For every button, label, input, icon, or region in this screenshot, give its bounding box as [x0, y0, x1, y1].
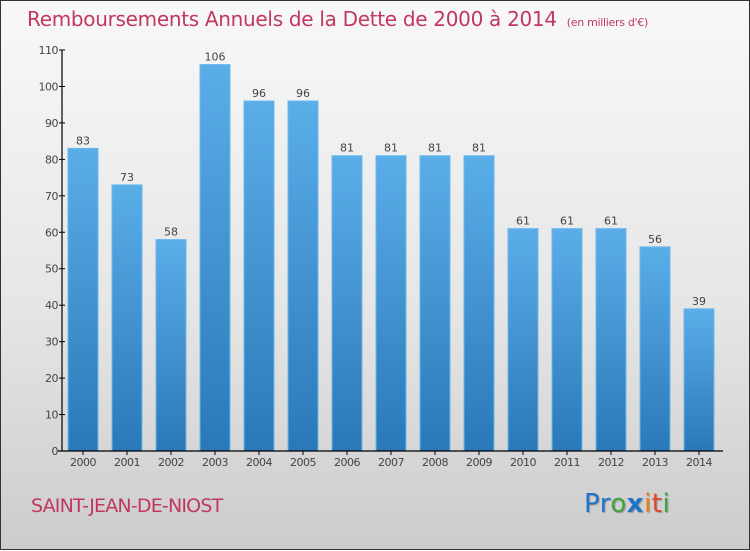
x-tick-label-2000: 2000 [70, 456, 96, 469]
y-tick-label-20: 20 [45, 372, 58, 385]
bar-2008 [419, 155, 451, 452]
bar-2013 [639, 246, 671, 452]
data-label-2003: 106 [205, 51, 226, 64]
y-tick-label-40: 40 [45, 299, 58, 312]
bar-2011 [551, 228, 583, 452]
data-label-2001: 73 [120, 171, 134, 184]
x-tick-label-2010: 2010 [510, 456, 536, 469]
data-label-2013: 56 [648, 233, 662, 246]
chart-title-text: Remboursements Annuels de la Dette de 20… [27, 7, 557, 31]
data-label-2011: 61 [560, 215, 574, 228]
x-tick-label-2012: 2012 [598, 456, 624, 469]
bar-2003 [199, 64, 231, 452]
data-label-2004: 96 [252, 87, 266, 100]
y-tick-label-110: 110 [39, 44, 59, 57]
bar-2000 [67, 147, 99, 452]
data-label-2014: 39 [692, 295, 706, 308]
logo-letter: t [651, 489, 663, 519]
chart-unit-note: (en milliers d'€) [566, 16, 648, 29]
bar-2005 [287, 100, 319, 452]
data-label-2000: 83 [76, 134, 90, 147]
chart-title: Remboursements Annuels de la Dette de 20… [27, 7, 648, 31]
logo-letter: r [599, 489, 611, 519]
x-tick-label-2001: 2001 [114, 456, 140, 469]
data-label-2005: 96 [296, 87, 310, 100]
axes-group: 2000 2001 2002 2003 2004 2005 2006 2007 2008 2009… [39, 44, 723, 469]
y-tick-label-90: 90 [45, 117, 58, 130]
x-tick-label-2007: 2007 [378, 456, 404, 469]
bar-2014 [683, 308, 715, 452]
data-label-2006: 81 [340, 142, 354, 155]
y-tick-label-0: 0 [52, 445, 59, 458]
data-label-2002: 58 [164, 226, 178, 239]
data-label-2007: 81 [384, 142, 398, 155]
data-label-2010: 61 [516, 215, 530, 228]
proxiti-logo[interactable]: Proxiti [584, 489, 670, 519]
bar-2009 [463, 155, 495, 452]
y-tick-label-100: 100 [39, 80, 59, 93]
logo-letter: o [610, 489, 627, 519]
y-tick-label-10: 10 [45, 409, 58, 422]
bar-2007 [375, 155, 407, 452]
bar-2002 [155, 239, 187, 452]
x-tick-label-2002: 2002 [158, 456, 184, 469]
bar-2001 [111, 184, 143, 452]
x-tick-label-2014: 2014 [686, 456, 712, 469]
y-tick-label-70: 70 [45, 190, 58, 203]
commune-name: SAINT-JEAN-DE-NIOST [31, 495, 223, 517]
x-tick-label-2013: 2013 [642, 456, 668, 469]
logo-letter: i [644, 489, 652, 519]
data-label-2009: 81 [472, 142, 486, 155]
x-tick-label-2011: 2011 [554, 456, 580, 469]
logo-letter: x [626, 489, 645, 519]
bar-2012 [595, 228, 627, 452]
x-tick-label-2004: 2004 [246, 456, 272, 469]
y-tick-label-50: 50 [45, 263, 58, 276]
x-tick-label-2008: 2008 [422, 456, 448, 469]
bar-2006 [331, 155, 363, 452]
x-tick-label-2005: 2005 [290, 456, 316, 469]
bar-2004 [243, 100, 275, 452]
data-label-2008: 81 [428, 142, 442, 155]
data-label-2012: 61 [604, 215, 618, 228]
y-tick-label-60: 60 [45, 226, 58, 239]
y-tick-label-80: 80 [45, 153, 58, 166]
logo-letter: P [584, 489, 600, 519]
logo-letter: i [662, 489, 671, 519]
x-tick-label-2003: 2003 [202, 456, 228, 469]
bars-group: 83 73 58 106 96 96 81 81 81 81 61 61 61 56 39 [67, 51, 715, 452]
bar-2010 [507, 228, 539, 452]
x-tick-label-2009: 2009 [466, 456, 492, 469]
x-tick-label-2006: 2006 [334, 456, 360, 469]
y-tick-label-30: 30 [45, 336, 58, 349]
